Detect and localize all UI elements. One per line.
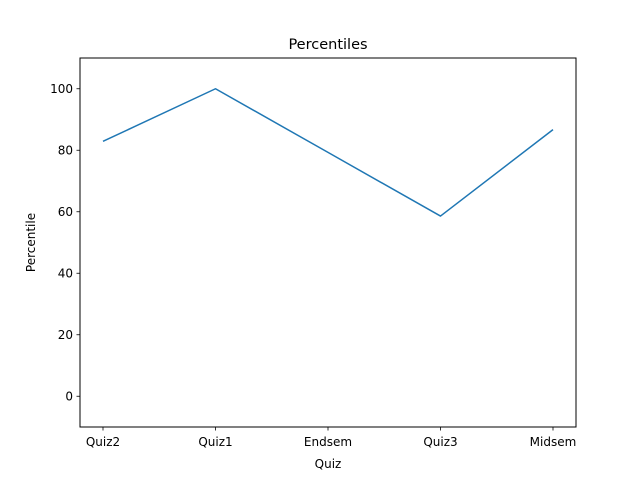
x-axis: Quiz2 Quiz1 Endsem Quiz3 Midsem (86, 427, 576, 449)
x-axis-label: Quiz (315, 457, 342, 471)
x-tick-label: Midsem (530, 435, 577, 449)
x-tick-label: Endsem (304, 435, 352, 449)
y-tick-label: 100 (50, 82, 73, 96)
y-tick-label: 80 (58, 143, 73, 157)
y-tick-label: 40 (58, 266, 73, 280)
y-axis-label: Percentile (24, 213, 38, 272)
y-tick-label: 0 (65, 389, 73, 403)
series-line-0 (102, 88, 554, 217)
series-layer (102, 88, 554, 217)
y-axis: 0 20 40 60 80 100 (50, 82, 80, 403)
x-tick-label: Quiz3 (423, 435, 457, 449)
y-tick-label: 20 (58, 328, 73, 342)
x-tick-label: Quiz1 (198, 435, 232, 449)
x-tick-label: Quiz2 (86, 435, 120, 449)
chart-title: Percentiles (288, 37, 367, 53)
plot-area (79, 57, 577, 428)
y-tick-label: 60 (58, 205, 73, 219)
